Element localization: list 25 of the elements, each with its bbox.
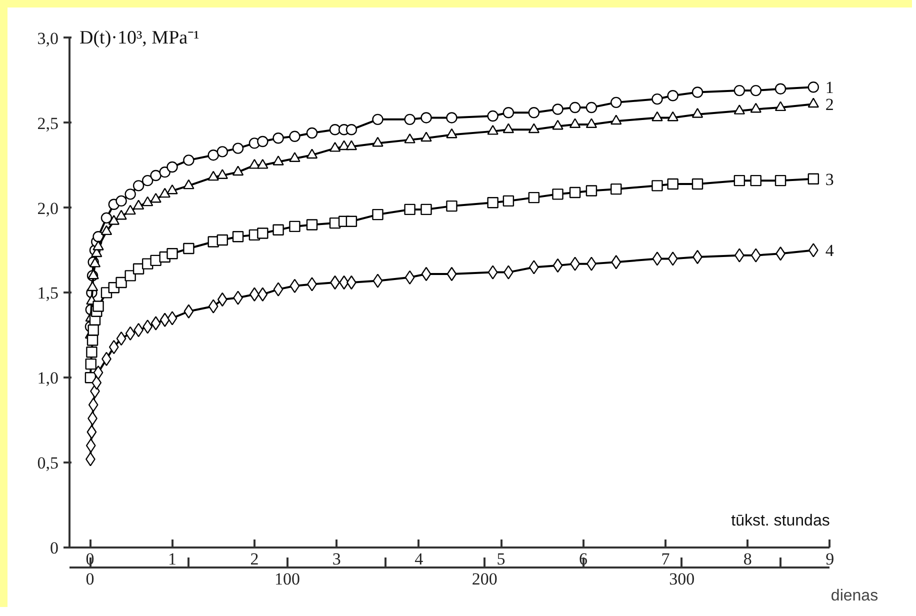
x-tick-label: 8 bbox=[743, 550, 752, 568]
x2-tick-label: 200 bbox=[472, 570, 498, 588]
series-label: 3 bbox=[825, 170, 834, 189]
y-tick-label: 1,5 bbox=[37, 284, 58, 303]
x-tick-label: 5 bbox=[496, 550, 506, 568]
y-tick-label: 3,0 bbox=[37, 28, 58, 48]
x-tick-label: 2 bbox=[250, 550, 259, 568]
x-tick-label: 1 bbox=[168, 550, 176, 568]
x-tick-label: 9 bbox=[826, 550, 834, 568]
series-label: 2 bbox=[825, 95, 834, 114]
x2-axis-title: dienas bbox=[830, 588, 878, 604]
x-tick-label: 7 bbox=[661, 550, 670, 568]
series-label: 4 bbox=[825, 241, 834, 260]
x2-tick-label: 100 bbox=[274, 570, 300, 588]
series-label: 1 bbox=[825, 78, 834, 98]
y-tick-label: 2,5 bbox=[37, 114, 58, 133]
y-tick-label: 1,0 bbox=[37, 368, 58, 388]
y-tick-label: 2,0 bbox=[37, 198, 58, 218]
x-tick-label: 3 bbox=[332, 550, 341, 568]
x2-tick-label: 0 bbox=[86, 570, 94, 588]
x2-tick-label: 300 bbox=[669, 570, 695, 588]
x-axis-title: tūkst. stundas bbox=[731, 512, 830, 530]
x-tick-label: 4 bbox=[414, 550, 424, 568]
y-tick-label: 0,5 bbox=[37, 454, 58, 473]
y-axis-title: D(t)·10³, MPa⁻¹ bbox=[80, 27, 200, 48]
